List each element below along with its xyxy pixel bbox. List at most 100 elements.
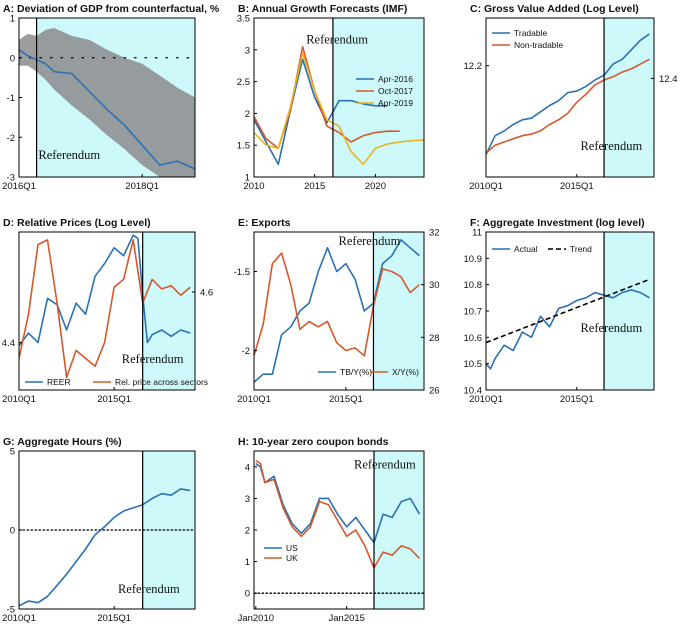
y-tick-label-right: 12.4 xyxy=(659,74,678,85)
y-tick-label: 2 xyxy=(245,109,250,120)
x-tick-label: 2015Q1 xyxy=(97,394,131,405)
y-tick-label: 3 xyxy=(245,45,250,56)
x-tick-label: 2015Q1 xyxy=(97,613,131,624)
x-tick-label: 2016Q1 xyxy=(2,181,36,192)
y-tick-label: 10.5 xyxy=(464,359,483,370)
series-line-actual xyxy=(486,289,650,370)
x-tick-label: 2010Q1 xyxy=(469,394,503,405)
y-tick-label: 3 xyxy=(245,494,250,505)
post-referendum-shading xyxy=(604,18,654,177)
y-tick-label: 4.4 xyxy=(2,338,15,349)
series-line-rel-price-across-sectors xyxy=(19,239,191,379)
panel-a: A: Deviation of GDP from counterfactual,… xyxy=(2,3,220,192)
panel-d: D: Relative Prices (Log Level) Referendum… xyxy=(2,217,213,405)
panel-h: H: 10-year zero coupon bonds Referendum Ja… xyxy=(238,436,425,624)
y-tick-label: 10.6 xyxy=(464,333,483,344)
panel-title: A: Deviation of GDP from counterfactual,… xyxy=(3,3,220,15)
y-tick-label: 0 xyxy=(245,589,250,600)
annotation-label: Referendum xyxy=(38,148,100,162)
annotation-label: Referendum xyxy=(306,32,368,46)
y-tick-label: 2.5 xyxy=(237,77,250,88)
x-tick-label: 2015 xyxy=(304,181,325,192)
post-referendum-shading xyxy=(142,232,195,390)
legend-label: X/Y(%) xyxy=(392,367,419,377)
y-tick-label: 10.8 xyxy=(464,280,483,291)
y-tick-label: 1.5 xyxy=(237,141,250,152)
plot-frame xyxy=(253,231,425,391)
x-tick-label: 2010 xyxy=(243,181,264,192)
y-tick-label-right: 26 xyxy=(429,386,440,397)
y-tick-label: 10.4 xyxy=(464,386,483,397)
plot-frame xyxy=(253,17,425,178)
x-tick-label: 2015Q1 xyxy=(329,394,363,405)
x-tick-label: 2020 xyxy=(365,181,386,192)
y-tick-label: 10.9 xyxy=(464,254,483,265)
panel-b: B: Annual Growth Forecasts (IMF) Referend… xyxy=(237,3,425,192)
series-line-apr-2019 xyxy=(254,52,424,166)
y-tick-label: 11 xyxy=(472,228,482,239)
panel-e: E: Exports Referendum 2010Q1 2015Q1 -1.5 -2 32… xyxy=(234,217,440,405)
legend-label: UK xyxy=(286,553,298,563)
panel-title: G: Aggregate Hours (%) xyxy=(3,436,122,448)
legend-label: Actual xyxy=(514,244,538,254)
y-tick-label: -2 xyxy=(7,133,15,144)
x-tick-label: 2010Q1 xyxy=(2,394,36,405)
series-line-main xyxy=(19,488,191,607)
post-referendum-shading xyxy=(374,451,424,609)
legend-label: REER xyxy=(47,377,71,387)
plot-frame xyxy=(485,17,655,178)
x-tick-label: 2010Q1 xyxy=(469,181,503,192)
y-tick-label: 1 xyxy=(10,14,15,25)
plot-frame xyxy=(18,231,196,391)
x-tick-label: 2010Q1 xyxy=(237,394,271,405)
y-tick-label: -1 xyxy=(7,93,15,104)
series-line-non-tradable xyxy=(486,58,650,154)
series-line-reer xyxy=(19,234,191,347)
series-line-tradable xyxy=(486,33,650,156)
series-line-us xyxy=(255,462,421,544)
series-line-trend xyxy=(486,278,650,344)
y-tick-label-right: 32 xyxy=(429,228,440,239)
confidence-band xyxy=(19,27,195,177)
y-tick-label-right: 4.6 xyxy=(200,288,213,299)
panel-c: C: Gross Value Added (Log Level) Referend… xyxy=(464,3,678,192)
legend-label: Tradable xyxy=(514,28,548,38)
post-referendum-shading xyxy=(373,232,424,390)
legend-label: Apr-2019 xyxy=(378,98,413,108)
y-tick-label: 0 xyxy=(10,526,15,537)
panel-title: F: Aggregate Investment (log level) xyxy=(470,217,645,229)
y-tick-label: 1 xyxy=(245,173,250,184)
post-referendum-shading xyxy=(332,18,424,177)
panel-title: B: Annual Growth Forecasts (IMF) xyxy=(238,3,407,15)
panel-title: C: Gross Value Added (Log Level) xyxy=(470,3,639,15)
y-tick-label-right: 28 xyxy=(429,333,440,344)
x-tick-label: 2010Q1 xyxy=(2,613,36,624)
annotation-label: Referendum xyxy=(354,457,416,471)
legend-label: Oct-2017 xyxy=(378,86,413,96)
legend-label: Trend xyxy=(570,244,592,254)
x-tick-label: 2015Q1 xyxy=(560,394,594,405)
y-tick-label: 1 xyxy=(245,557,250,568)
post-referendum-shading xyxy=(604,232,654,390)
annotation-label: Referendum xyxy=(118,582,180,596)
y-tick-label: -5 xyxy=(7,605,15,616)
legend-label: TB/Y(%) xyxy=(340,367,372,377)
y-tick-label-right: 30 xyxy=(429,280,440,291)
y-tick-label: 12.2 xyxy=(464,61,483,72)
legend-label: Non-tradable xyxy=(514,40,563,50)
x-tick-label: Jan2010 xyxy=(238,613,274,624)
x-tick-label: 2015Q1 xyxy=(560,181,594,192)
y-tick-label: -1.5 xyxy=(234,267,250,278)
series-line-tb-y- xyxy=(254,239,420,383)
y-tick-label: 4 xyxy=(245,462,250,473)
annotation-label: Referendum xyxy=(122,352,184,366)
legend-label: Rel. price across sectors xyxy=(115,377,208,387)
y-tick-label: 10.7 xyxy=(464,307,483,318)
legend-label: US xyxy=(286,543,298,553)
x-tick-label: Jan2015 xyxy=(329,613,365,624)
y-tick-label: 3.5 xyxy=(237,14,250,25)
y-tick-label: 5 xyxy=(10,447,15,458)
legend-label: Apr-2016 xyxy=(378,74,413,84)
x-tick-label: 2018Q1 xyxy=(125,181,159,192)
